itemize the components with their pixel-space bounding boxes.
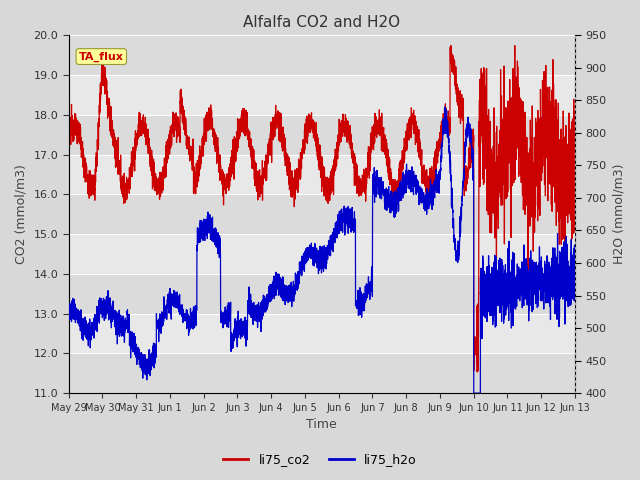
Bar <box>68 36 575 75</box>
X-axis label: Time: Time <box>307 419 337 432</box>
Legend: li75_co2, li75_h2o: li75_co2, li75_h2o <box>218 448 422 471</box>
Y-axis label: CO2 (mmol/m3): CO2 (mmol/m3) <box>15 164 28 264</box>
Text: TA_flux: TA_flux <box>79 51 124 62</box>
Y-axis label: H2O (mmol/m3): H2O (mmol/m3) <box>612 164 625 264</box>
Bar <box>68 353 575 393</box>
Bar <box>68 274 575 313</box>
Bar <box>68 115 575 155</box>
Title: Alfalfa CO2 and H2O: Alfalfa CO2 and H2O <box>243 15 401 30</box>
Bar <box>68 194 575 234</box>
